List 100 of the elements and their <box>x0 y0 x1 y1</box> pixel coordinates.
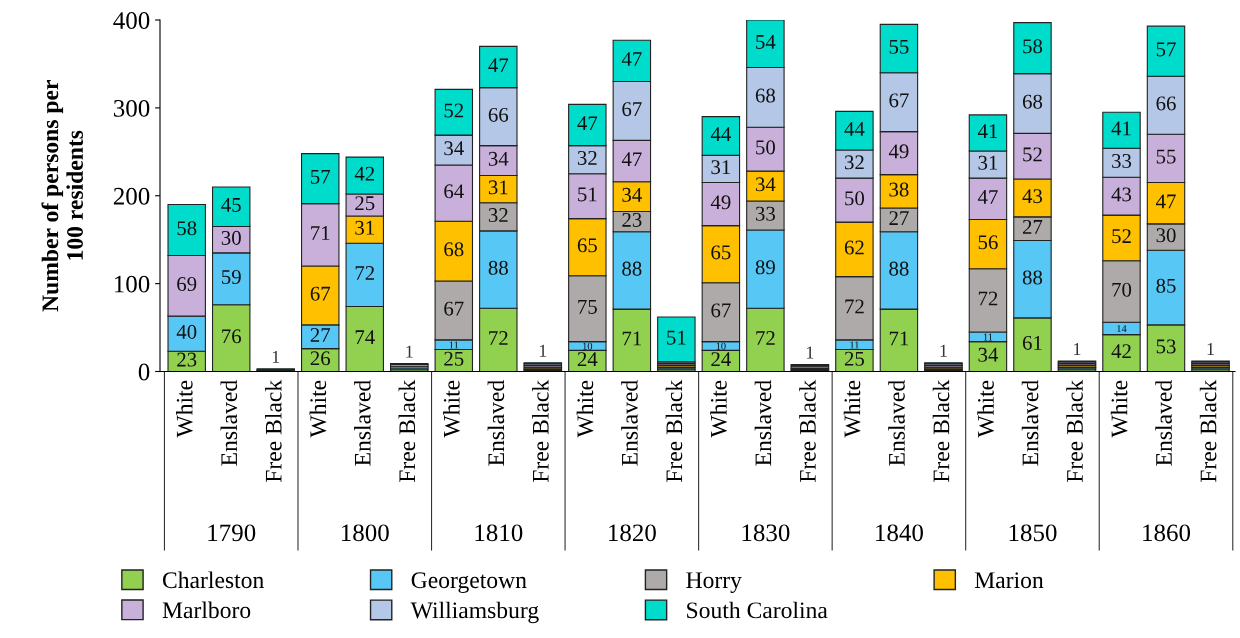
data-label: 76 <box>222 329 242 344</box>
x-tick-label: Free Black <box>665 379 683 483</box>
data-label: 34 <box>755 177 776 192</box>
data-label: 23 <box>177 352 197 367</box>
data-label: 32 <box>488 208 508 223</box>
y-axis-title: Number of persons per 100 residents <box>41 80 83 312</box>
data-label: 67 <box>622 102 642 117</box>
data-label: 85 <box>1156 278 1176 293</box>
data-label: 72 <box>978 291 998 306</box>
data-label: 30 <box>221 230 241 245</box>
data-label: 49 <box>888 144 909 159</box>
y-tick-label: 400 <box>113 12 150 29</box>
data-label: 11 <box>983 333 993 341</box>
x-tick-label: Free Black <box>398 379 416 483</box>
data-label: 89 <box>755 260 775 275</box>
data-label: 1 <box>940 344 947 357</box>
data-label: 55 <box>889 39 909 54</box>
data-label: 58 <box>1023 39 1043 54</box>
data-label: 67 <box>889 93 909 108</box>
data-label: 47 <box>488 58 509 73</box>
data-label: 24 <box>577 352 598 366</box>
data-label: 67 <box>444 301 464 316</box>
data-label: 66 <box>488 107 509 122</box>
data-label: 24 <box>711 352 731 366</box>
data-label: 41 <box>1111 121 1131 136</box>
data-label: 68 <box>755 88 776 103</box>
data-label: 74 <box>355 330 375 344</box>
data-label: 31 <box>488 180 508 195</box>
x-tick-label: White <box>576 380 594 438</box>
data-label: 55 <box>1156 149 1176 164</box>
x-tick-label: White <box>176 380 193 438</box>
data-label: 47 <box>577 116 598 131</box>
data-label: 1 <box>272 350 280 363</box>
data-label: 30 <box>1156 228 1176 243</box>
data-label: 51 <box>667 330 686 345</box>
x-tick-label: Free Black <box>1199 379 1217 483</box>
text: 1840 <box>876 524 923 542</box>
data-label: 88 <box>1022 270 1043 285</box>
data-label: 33 <box>755 206 775 221</box>
data-label: 44 <box>710 127 731 141</box>
text: 1800 <box>341 524 389 542</box>
data-label: 71 <box>889 331 909 346</box>
data-label: 1 <box>406 345 413 358</box>
data-label: 34 <box>622 187 642 202</box>
text: 1860 <box>1143 524 1191 542</box>
data-label: 57 <box>1156 42 1176 57</box>
data-label: 1 <box>1074 342 1081 355</box>
data-label: 40 <box>176 324 197 339</box>
data-label: 47 <box>621 52 642 66</box>
x-tick-label: Enslaved <box>220 380 238 466</box>
data-label: 88 <box>889 261 909 276</box>
data-label: 50 <box>845 191 865 206</box>
x-tick-label: Enslaved <box>487 380 505 466</box>
data-label: 10 <box>583 342 593 350</box>
x-tick-label: Enslaved <box>1155 380 1172 466</box>
data-label: 1 <box>1207 342 1214 355</box>
data-label: 72 <box>355 266 375 280</box>
text: 1850 <box>1009 524 1057 542</box>
data-label: 23 <box>622 212 642 227</box>
data-label: 59 <box>222 270 241 285</box>
x-tick-label: Enslaved <box>354 380 371 466</box>
x-tick-label: White <box>710 380 727 438</box>
data-label: 43 <box>1111 187 1132 202</box>
text: 1820 <box>609 524 656 542</box>
data-label: 14 <box>1117 325 1127 333</box>
x-tick-label: Enslaved <box>1021 380 1039 466</box>
data-label: 57 <box>311 169 331 184</box>
legend-label: Williamsburg <box>410 601 539 624</box>
data-label: 32 <box>844 155 864 170</box>
data-label: 65 <box>711 245 731 260</box>
data-label: 47 <box>1155 194 1176 209</box>
data-label: 65 <box>577 238 597 253</box>
data-label: 42 <box>354 166 375 181</box>
text: 1830 <box>742 524 790 542</box>
data-label: 47 <box>977 190 998 204</box>
data-label: 52 <box>1112 229 1131 244</box>
data-label: 27 <box>1022 219 1043 234</box>
data-label: 27 <box>889 211 909 225</box>
x-tick-label: White <box>309 380 327 438</box>
data-label: 53 <box>1156 339 1176 354</box>
x-tick-label: Enslaved <box>888 380 905 466</box>
data-label: 52 <box>444 103 464 118</box>
x-tick-label: White <box>843 380 861 438</box>
data-label: 50 <box>756 140 776 155</box>
data-label: 33 <box>1112 154 1132 169</box>
data-label: 88 <box>622 261 642 276</box>
data-label: 47 <box>621 152 642 167</box>
data-label: 64 <box>444 184 464 199</box>
data-label: 72 <box>756 331 775 345</box>
data-label: 25 <box>444 351 464 366</box>
data-label: 38 <box>889 182 909 197</box>
x-tick-label: Free Black <box>265 379 282 483</box>
data-label: 45 <box>221 198 241 212</box>
data-label: 25 <box>844 351 865 366</box>
data-label: 88 <box>488 260 508 275</box>
x-tick-label: Enslaved <box>754 380 772 466</box>
data-label: 10 <box>716 342 726 350</box>
data-label: 56 <box>978 235 998 250</box>
data-label: 72 <box>489 331 508 345</box>
legend-label: Marlboro <box>162 601 251 619</box>
